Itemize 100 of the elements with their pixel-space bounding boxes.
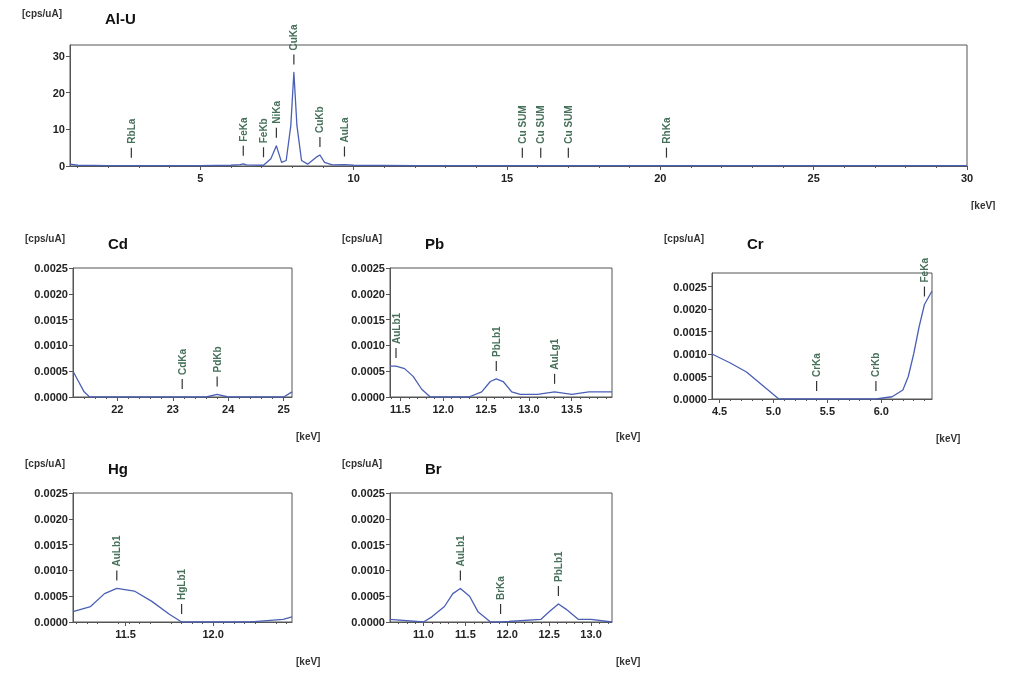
x-tick-label: 6.0 [873, 404, 889, 417]
x-tick-label: 5.0 [765, 404, 782, 417]
x-axis-title: [keV] [616, 430, 641, 442]
annotation: RbLa [125, 118, 137, 144]
x-axis-title: [keV] [296, 430, 321, 442]
annotation: RhKa [660, 117, 672, 144]
x-tick-label: 12.5 [475, 402, 497, 415]
y-tick-label: 0.0020 [673, 303, 707, 315]
y-tick-label: 0.0010 [34, 564, 68, 577]
annotation: CrKa [811, 352, 823, 377]
y-axis-title: [cps/uA] [25, 232, 65, 244]
annotation: AuLa [338, 117, 350, 143]
y-tick-label: 0.0020 [351, 512, 385, 525]
y-tick-label: 0.0025 [673, 280, 707, 293]
y-tick-label: 0.0010 [351, 339, 385, 352]
y-tick-label: 10 [52, 123, 65, 136]
x-tick-label: 11.5 [115, 627, 136, 640]
annotation: CdKa [176, 348, 188, 375]
annotation: NiKa [270, 100, 282, 124]
x-axis-title: [keV] [616, 655, 641, 667]
annotation: AuLg1 [549, 338, 561, 370]
chart-title: Al-U [105, 10, 136, 27]
y-axis-title: [cps/uA] [22, 7, 62, 19]
x-tick-label: 23 [166, 402, 179, 415]
x-tick-label: 30 [960, 171, 974, 184]
y-tick-label: 0.0015 [673, 325, 707, 338]
y-tick-label: 0.0005 [34, 365, 68, 378]
chart-title: Br [425, 460, 442, 477]
x-tick-label: 25 [807, 171, 820, 184]
x-tick-label: 13.0 [580, 627, 602, 640]
x-tick-label: 12.5 [538, 627, 560, 640]
annotation: Cu SUM [535, 105, 547, 144]
y-tick-label: 0.0020 [351, 287, 385, 300]
y-tick-label: 0.0010 [673, 348, 707, 360]
y-tick-label: 0.0000 [34, 616, 68, 628]
x-tick-label: 24 [222, 402, 236, 415]
x-tick-label: 11.5 [454, 627, 476, 640]
y-tick-label: 0.0025 [351, 262, 385, 274]
annotation: CuKb [314, 106, 326, 133]
annotation: Cu SUM [516, 105, 528, 144]
x-axis-title: [keV] [971, 199, 996, 211]
y-tick-label: 0.0005 [351, 365, 385, 378]
y-tick-label: 0.0015 [351, 313, 385, 326]
y-axis-title: [cps/uA] [342, 457, 382, 469]
y-tick-label: 30 [52, 50, 65, 62]
y-tick-label: 0.0025 [351, 487, 385, 499]
chart-title: Pb [425, 235, 445, 252]
y-tick-label: 0.0025 [34, 262, 68, 274]
y-tick-label: 0.0000 [34, 391, 68, 403]
y-tick-label: 0 [58, 160, 65, 172]
x-axis-title: [keV] [936, 432, 961, 444]
y-tick-label: 0.0005 [351, 590, 385, 603]
x-tick-label: 12.0 [496, 627, 518, 640]
x-tick-label: 12.0 [202, 627, 224, 640]
chart-title: Cr [747, 235, 764, 252]
x-tick-label: 5 [197, 171, 204, 184]
annotation: CrKb [870, 352, 882, 377]
annotation: CuKa [288, 23, 300, 51]
y-axis-title: [cps/uA] [25, 457, 65, 469]
annotation: AuLb1 [390, 312, 402, 345]
y-tick-label: 0.0015 [351, 538, 385, 551]
chart-title: Hg [108, 460, 128, 477]
x-tick-label: 25 [277, 402, 290, 415]
x-tick-label: 11.0 [413, 627, 434, 640]
annotation: Cu SUM [562, 105, 574, 144]
y-tick-label: 0.0020 [34, 287, 68, 300]
annotation: PbLb1 [552, 550, 564, 582]
y-tick-label: 0.0010 [351, 564, 385, 577]
x-tick-label: 15 [500, 171, 514, 184]
x-tick-label: 5.5 [819, 404, 836, 417]
y-tick-label: 0.0020 [34, 512, 68, 525]
annotation: BrKa [495, 575, 507, 600]
x-tick-label: 22 [111, 402, 124, 415]
y-axis-title: [cps/uA] [342, 232, 382, 244]
annotation: AuLb1 [454, 534, 466, 567]
x-tick-label: 11.5 [389, 402, 411, 415]
x-tick-label: 12.0 [432, 402, 454, 415]
x-axis-title: [keV] [296, 655, 321, 667]
y-axis-title: [cps/uA] [664, 232, 704, 244]
annotation: PdKb [211, 346, 223, 373]
annotation: FeKb [258, 118, 270, 144]
y-tick-label: 0.0000 [351, 391, 385, 403]
y-tick-label: 0.0000 [673, 393, 707, 405]
y-tick-label: 0.0025 [34, 487, 68, 499]
y-tick-label: 0.0000 [351, 616, 385, 628]
annotation: HgLb1 [176, 568, 188, 600]
y-tick-label: 0.0015 [34, 538, 68, 551]
x-tick-label: 13.0 [518, 402, 540, 415]
y-tick-label: 0.0005 [34, 590, 68, 603]
y-tick-label: 0.0015 [34, 313, 68, 326]
annotation: AuLb1 [111, 534, 123, 567]
x-tick-label: 20 [654, 171, 667, 184]
annotation: PbLb1 [490, 325, 502, 357]
y-tick-label: 0.0005 [673, 370, 707, 383]
annotation: FeKa [918, 257, 930, 283]
y-tick-label: 0.0010 [34, 339, 68, 352]
x-tick-label: 13.5 [561, 402, 583, 415]
x-tick-label: 4.5 [711, 404, 728, 417]
y-tick-label: 20 [52, 86, 65, 99]
annotation: FeKa [237, 116, 249, 142]
